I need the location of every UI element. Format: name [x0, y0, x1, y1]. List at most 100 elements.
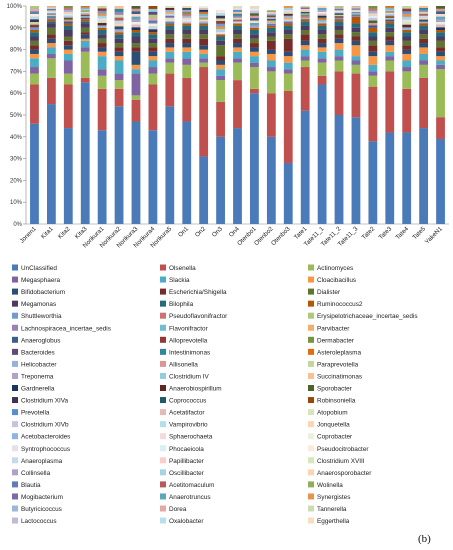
bar-segment [63, 25, 73, 30]
bar-segment [46, 21, 56, 24]
bar-segment [402, 11, 412, 14]
bar-segment [30, 8, 39, 12]
legend-label: Alloprevotella [169, 337, 208, 344]
bar-segment [351, 14, 361, 16]
bar-segment [165, 73, 175, 107]
bar-segment [283, 62, 293, 70]
bar-segment [199, 25, 209, 30]
bar-segment [317, 15, 327, 18]
bar-segment [216, 60, 225, 65]
bar-segment [351, 64, 361, 74]
bar-segment [402, 36, 412, 41]
bar-segment [46, 16, 56, 18]
bar-segment [114, 73, 124, 81]
bar-segment [97, 34, 107, 39]
bar-segment [233, 38, 242, 44]
bar-segment [46, 19, 56, 22]
legend-label: Paraprevotella [317, 361, 359, 368]
bar-segment [80, 6, 90, 8]
bar-segment [63, 21, 73, 24]
bar-segment [46, 58, 56, 78]
bar-segment [334, 49, 344, 57]
bar-segment [436, 6, 445, 9]
bar-segment [114, 38, 124, 44]
bar-segment [402, 32, 412, 37]
bar-segment [30, 19, 39, 22]
bar-segment [165, 43, 175, 48]
bar-segment [351, 56, 361, 61]
bar-segment [97, 47, 107, 52]
legend-label: Slackia [169, 277, 190, 284]
bar-segment [80, 23, 90, 28]
bar-segment [114, 20, 124, 24]
bar-segment [182, 7, 192, 10]
bar-segment [97, 10, 107, 14]
bar-segment [199, 13, 209, 16]
bar-segment [300, 34, 310, 41]
bar-segment [182, 47, 192, 52]
bar-segment [419, 19, 429, 22]
bar-segment [148, 60, 158, 68]
bar-segment [46, 53, 56, 59]
bar-segment [199, 9, 209, 12]
bar-segment [385, 45, 395, 52]
bar-segment [402, 19, 412, 22]
bar-segment [385, 51, 395, 57]
bar-segment [114, 80, 124, 89]
bar-segment [266, 10, 276, 13]
legend-label: Collinsella [21, 470, 51, 477]
bar-segment [216, 75, 225, 81]
bar-segment [368, 51, 378, 57]
bar-segment [419, 23, 429, 26]
bar-segment [63, 15, 73, 18]
bar-segment [436, 24, 445, 28]
bar-segment [250, 6, 259, 9]
bar-segment [419, 21, 429, 24]
bar-segment [250, 43, 259, 48]
bar-segment [351, 16, 361, 24]
bar-segment [300, 60, 310, 68]
bar-segment [199, 62, 209, 68]
bar-segment [131, 47, 141, 52]
bar-segment [368, 22, 378, 26]
bar-segment [351, 13, 361, 15]
bar-segment [199, 7, 209, 10]
bar-segment [419, 60, 429, 65]
legend-label: Ruminococcus2 [317, 301, 363, 308]
bar-segment [46, 10, 56, 12]
bar-segment [300, 14, 310, 17]
x-tick-label: On2 [194, 225, 208, 239]
bar-segment [334, 115, 344, 224]
legend-label: Acetobacteroides [21, 434, 70, 441]
bar-segment [233, 23, 242, 26]
bar-segment [402, 24, 412, 28]
legend-swatch [308, 517, 314, 524]
bar-segment [368, 86, 378, 142]
bar-segment [436, 64, 445, 70]
bar-segment [300, 49, 310, 57]
bar-segment [351, 40, 361, 46]
legend-label: Coprobacter [317, 434, 353, 441]
bar-segment [266, 15, 276, 18]
y-tick-label: 0% [13, 222, 22, 228]
bar-segment [300, 21, 310, 26]
bar-segment [165, 58, 175, 63]
bar-segment [385, 40, 395, 46]
bar-segment [300, 110, 310, 224]
bar-segment [63, 13, 73, 16]
legend-swatch [308, 409, 314, 416]
bar-segment [199, 17, 209, 20]
x-tick-label: Tate2 [361, 225, 377, 241]
legend-label: Escherichia/Shigella [169, 289, 227, 296]
bar-segment [97, 38, 107, 44]
bar-segment [351, 73, 361, 118]
legend-swatch [12, 505, 18, 512]
bar-segment [63, 17, 73, 20]
legend-swatch [308, 336, 314, 343]
legend-swatch [12, 300, 18, 307]
x-tick-label: On1 [177, 225, 191, 239]
bar-segment [46, 6, 56, 8]
bar-segment [419, 9, 429, 12]
legend-swatch [160, 264, 166, 271]
bar-segment [266, 53, 276, 61]
